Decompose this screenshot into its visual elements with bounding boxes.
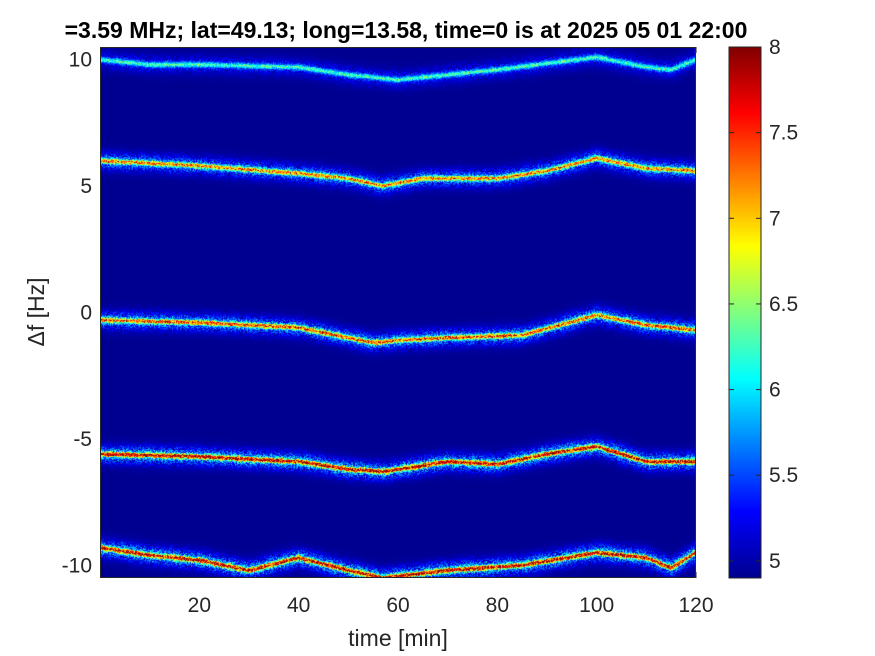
y-axis-label: Δf [Hz]: [23, 277, 49, 346]
x-tick-label: 80: [486, 594, 509, 617]
colorbar-tick-label: 5: [769, 550, 781, 573]
y-tick-label: 5: [80, 175, 92, 198]
x-tick-label: 120: [678, 594, 713, 617]
x-tick-label: 60: [386, 594, 409, 617]
colorbar-tick-label: 7.5: [769, 122, 798, 145]
colorbar-axis: 5 5.5 6 6.5 7 7.5 8: [729, 36, 798, 573]
y-tick-label: -10: [62, 554, 92, 577]
x-axis: 20 40 60 80 100 120: [188, 47, 714, 617]
colorbar-tick-label: 7: [769, 207, 781, 230]
x-tick-label: 20: [188, 594, 211, 617]
colorbar-tick-label: 6.5: [769, 293, 798, 316]
colorbar-tick-label: 5.5: [769, 464, 798, 487]
x-tick-label: 100: [579, 594, 614, 617]
x-tick-label: 40: [287, 594, 310, 617]
colorbar-tick-label: 8: [769, 36, 781, 59]
y-tick-label: 10: [69, 49, 92, 72]
chart-title: =3.59 MHz; lat=49.13; long=13.58, time=0…: [65, 17, 748, 43]
y-tick-label: 0: [80, 302, 92, 325]
y-tick-label: -5: [73, 428, 92, 451]
colorbar: [728, 46, 762, 579]
colorbar-tick-label: 6: [769, 379, 781, 402]
x-axis-label: time [min]: [348, 625, 448, 651]
spectrogram-image: [100, 47, 696, 578]
